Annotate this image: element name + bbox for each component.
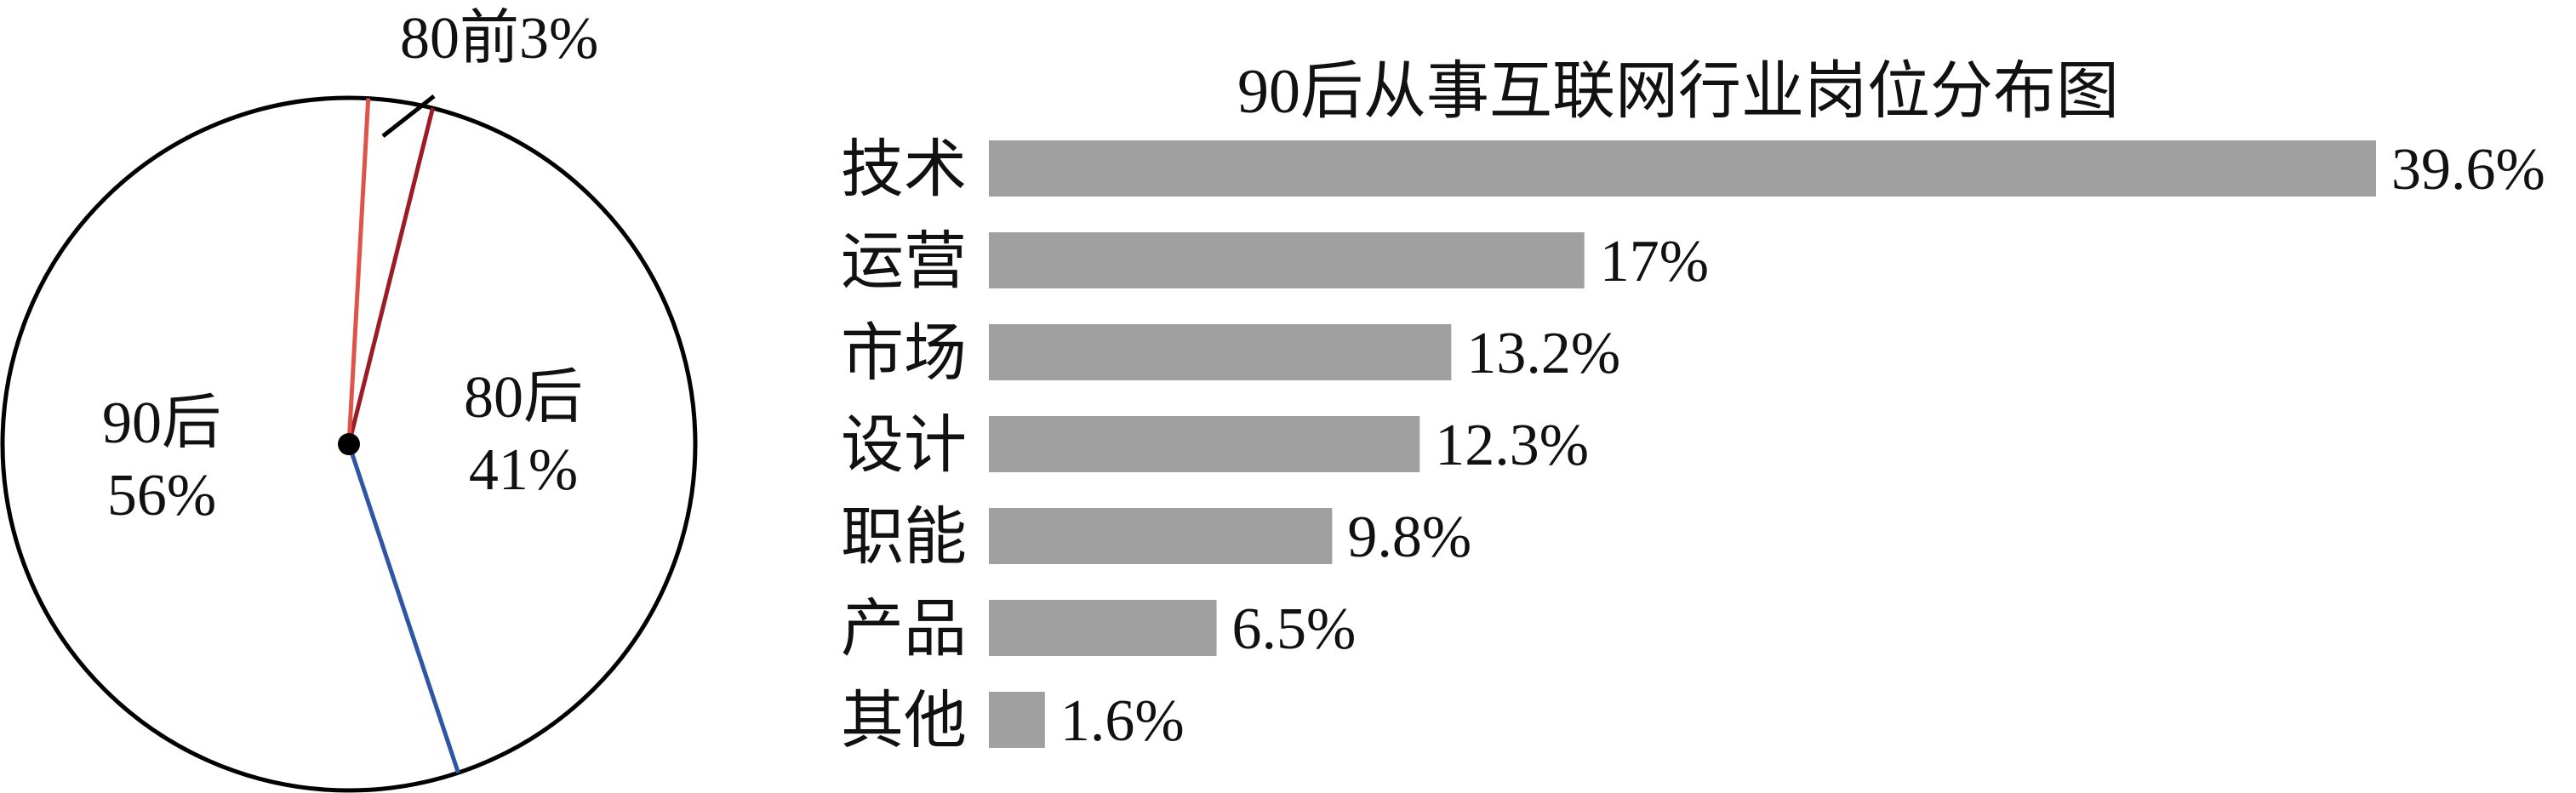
bar-category-label: 技术 — [841, 135, 967, 205]
bar-1 — [989, 232, 1585, 288]
bar-value-label: 39.6% — [2391, 137, 2545, 203]
bar-value-label: 13.2% — [1466, 321, 1620, 386]
bar-category-label: 运营 — [841, 227, 967, 297]
bar-3 — [989, 416, 1420, 472]
bar-chart: 90后从事互联网行业岗位分布图 技术 39.6% 运营 17% 市场 13.2% 设计 12.… — [841, 57, 2545, 756]
bar-0 — [989, 140, 2376, 197]
bar-value-label: 12.3% — [1435, 413, 1589, 478]
pie-slice-value: 56% — [107, 463, 216, 528]
bar-category-label: 产品 — [841, 595, 967, 665]
bar-value-label: 6.5% — [1232, 596, 1357, 662]
bar-value-label: 1.6% — [1060, 688, 1185, 754]
pie-slice-value: 41% — [469, 437, 578, 503]
bar-category-label: 设计 — [841, 411, 967, 481]
pie-divider-pre-90 — [346, 98, 371, 445]
bar-6 — [989, 692, 1045, 748]
bar-2 — [989, 324, 1452, 380]
pie-callout-line — [381, 94, 436, 138]
bar-value-label: 17% — [1600, 229, 1709, 294]
bar-value-label: 9.8% — [1347, 505, 1471, 570]
pie-divider-90-80 — [346, 443, 460, 773]
bar-4 — [989, 508, 1333, 564]
pie-center-dot — [338, 433, 360, 455]
pie-divider-80-pre — [346, 107, 435, 445]
bar-chart-title: 90后从事互联网行业岗位分布图 — [1237, 57, 2119, 127]
pie-slice-label: 80后 — [464, 365, 583, 431]
pie-slice-label: 90后 — [102, 391, 221, 456]
bar-category-label: 其他 — [841, 687, 967, 756]
pie-callout-label: 80前3% — [400, 6, 598, 71]
bar-category-label: 职能 — [841, 503, 967, 573]
bar-5 — [989, 600, 1217, 656]
bar-category-label: 市场 — [841, 319, 967, 389]
